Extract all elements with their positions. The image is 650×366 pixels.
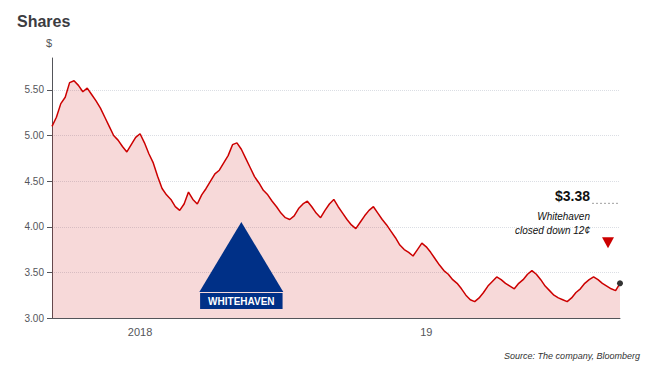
svg-text:4.00: 4.00 <box>25 221 45 232</box>
svg-text:WHITEHAVEN: WHITEHAVEN <box>208 296 274 307</box>
svg-text:5.50: 5.50 <box>25 84 45 95</box>
svg-text:3.50: 3.50 <box>25 267 45 278</box>
svg-text:closed down 12¢: closed down 12¢ <box>515 225 590 236</box>
svg-text:Source: The company, Bloomberg: Source: The company, Bloomberg <box>504 351 640 361</box>
svg-text:Whitehaven: Whitehaven <box>537 211 590 222</box>
svg-text:$3.38: $3.38 <box>555 188 590 204</box>
svg-text:Shares: Shares <box>17 13 70 30</box>
svg-text:4.50: 4.50 <box>25 176 45 187</box>
svg-text:5.00: 5.00 <box>25 130 45 141</box>
svg-text:2018: 2018 <box>128 326 152 338</box>
svg-text:19: 19 <box>420 326 432 338</box>
svg-text:$: $ <box>46 37 52 49</box>
svg-text:3.00: 3.00 <box>25 313 45 324</box>
